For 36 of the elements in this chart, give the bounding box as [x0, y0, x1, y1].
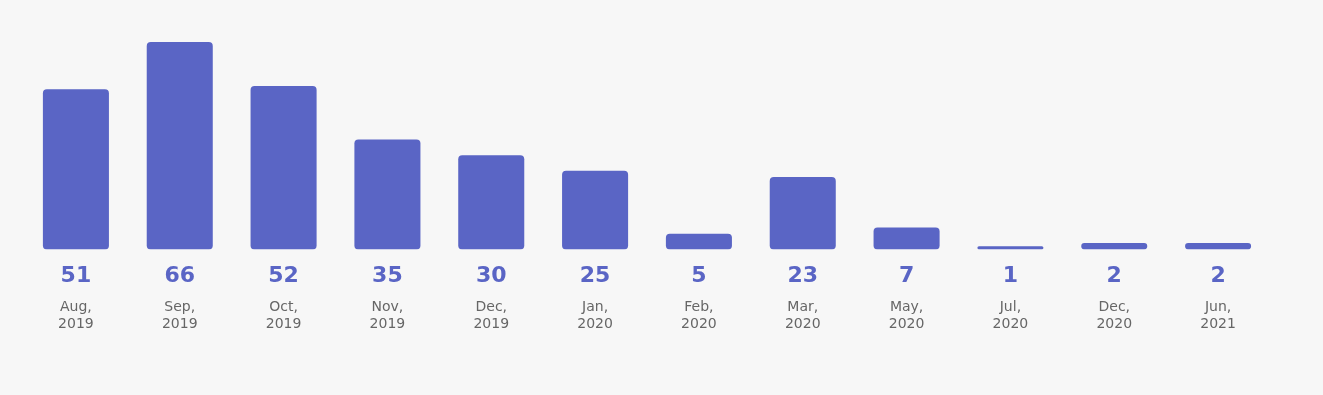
x-tick-label: Mar, 2020	[784, 298, 821, 332]
bar	[1081, 243, 1148, 250]
x-tick-label: Jan, 2020	[577, 298, 613, 332]
x-tick-label: Nov, 2019	[369, 298, 406, 332]
data-label: 35	[372, 262, 403, 288]
data-label: 2	[1106, 262, 1122, 288]
bar	[769, 177, 836, 250]
x-tick-label: Jul, 2020	[992, 298, 1029, 332]
bar	[354, 139, 421, 250]
x-tick-label: Feb, 2020	[681, 298, 717, 332]
bar	[250, 85, 317, 250]
bar	[146, 42, 213, 250]
x-tick-label: May, 2020	[888, 298, 925, 332]
data-label: 1	[1002, 262, 1019, 288]
bar	[42, 89, 109, 250]
bar	[977, 246, 1044, 250]
bar	[665, 233, 732, 250]
data-label: 66	[164, 262, 196, 288]
x-tick-label: Aug, 2019	[58, 298, 94, 332]
x-tick-label: Oct, 2019	[265, 298, 302, 332]
bar	[562, 170, 629, 250]
data-label: 2	[1210, 262, 1226, 288]
x-tick-label: Dec, 2019	[473, 298, 510, 332]
data-label: 7	[898, 262, 915, 288]
data-label: 51	[60, 262, 92, 288]
x-tick-label: Dec, 2020	[1096, 298, 1133, 332]
x-tick-label: Jun, 2021	[1200, 298, 1236, 332]
data-label: 52	[268, 262, 299, 288]
bar	[873, 227, 940, 250]
data-label: 23	[787, 262, 819, 288]
bar	[458, 155, 525, 250]
x-tick-label: Sep, 2019	[161, 298, 198, 332]
data-label: 5	[691, 262, 707, 288]
data-label: 30	[475, 262, 507, 288]
bar	[1185, 243, 1252, 250]
data-label: 25	[579, 262, 611, 288]
